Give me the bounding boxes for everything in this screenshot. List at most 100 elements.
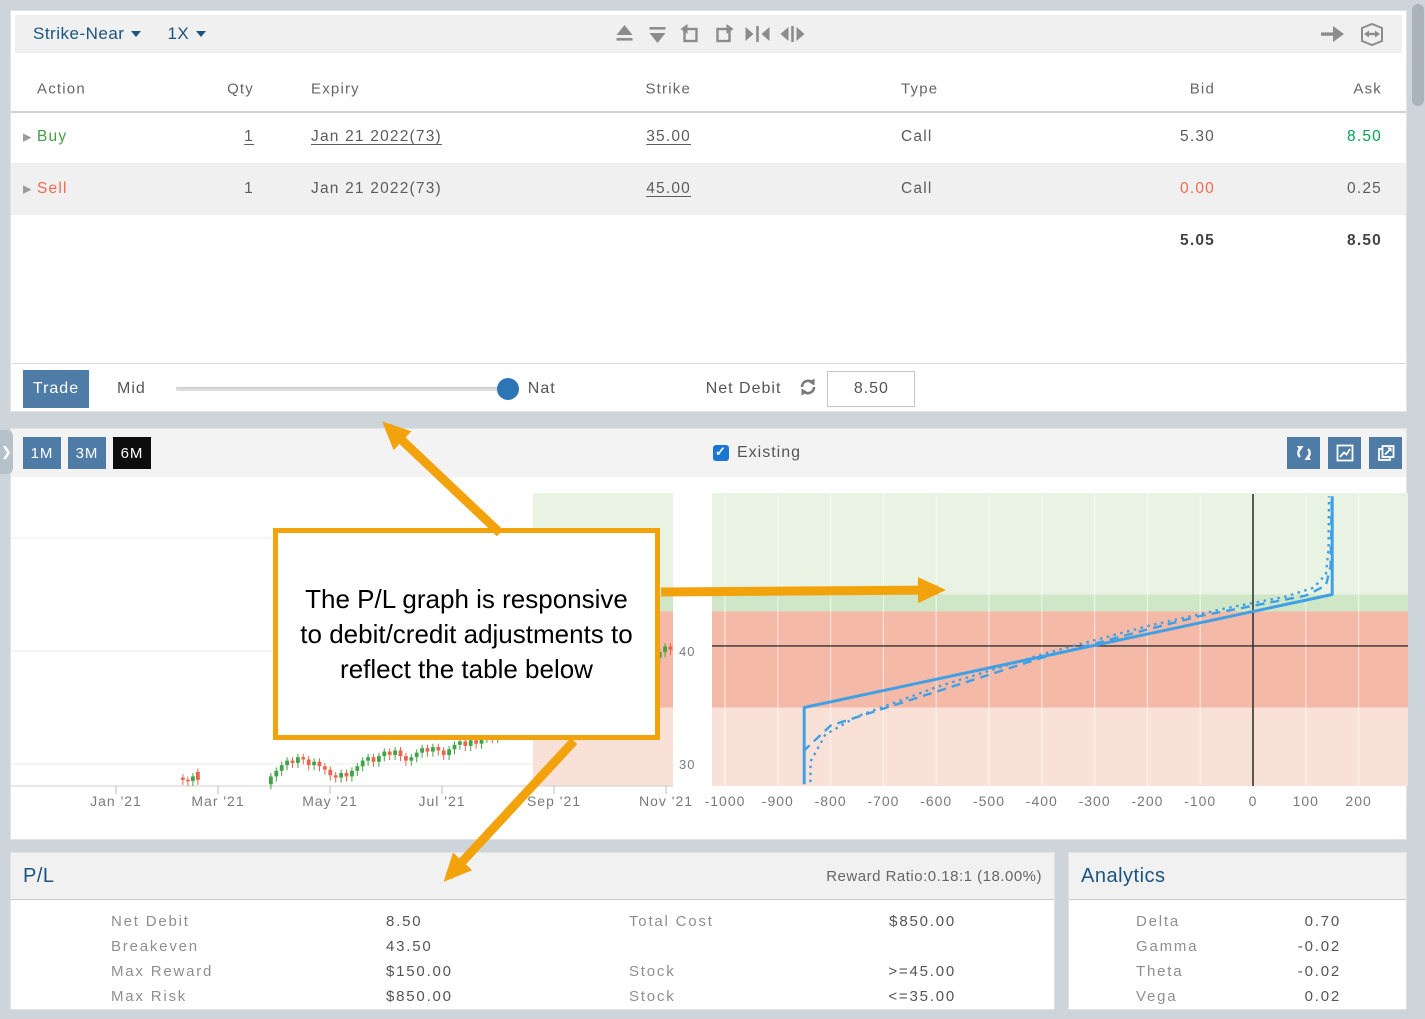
greek-label: Theta bbox=[1136, 963, 1184, 980]
reward-ratio: Reward Ratio:0.18:1 (18.00%) bbox=[826, 868, 1042, 885]
analytics-panel-header: Analytics bbox=[1069, 853, 1406, 900]
action-cell[interactable]: Buy bbox=[37, 128, 68, 145]
sidebar-expand-tab[interactable]: ❯ bbox=[0, 430, 13, 474]
stat-row: Max Risk $850.00 Stock <=35.00 bbox=[11, 985, 1054, 1010]
leg-row-buy[interactable]: ▶ Buy 1 Jan 21 2022(73) 35.00 Call 5.30 8.50 bbox=[11, 111, 1406, 163]
net-debit-input[interactable] bbox=[827, 371, 916, 407]
svg-text:-600: -600 bbox=[920, 793, 952, 809]
totals-row: 5.05 8.50 bbox=[11, 215, 1406, 267]
stat-value: $150.00 bbox=[386, 963, 453, 980]
multiplier-dropdown[interactable]: 1X bbox=[167, 24, 207, 44]
move-down-icon[interactable] bbox=[645, 22, 669, 46]
line-chart-icon[interactable] bbox=[1328, 437, 1361, 469]
price-and-pl-charts[interactable]: -1000 -900 -800 -700 -600 -500 -400 -300 -200 -10… bbox=[11, 481, 1408, 841]
stat-row: Max Reward $150.00 Stock >=45.00 bbox=[11, 960, 1054, 985]
move-up-icon[interactable] bbox=[612, 22, 636, 46]
svg-text:-900: -900 bbox=[762, 793, 794, 809]
svg-text:May '21: May '21 bbox=[302, 793, 358, 809]
sync-chart-icon[interactable] bbox=[1287, 437, 1320, 469]
analytics-panel: Analytics Delta 0.70 Gamma -0.02 Theta -0.02 V… bbox=[1068, 852, 1407, 1010]
order-action-icons bbox=[1318, 21, 1386, 47]
stat-value: $850.00 bbox=[386, 988, 453, 1005]
roll-left-icon[interactable] bbox=[678, 22, 702, 46]
price-slider[interactable] bbox=[175, 378, 519, 400]
svg-text:-800: -800 bbox=[815, 793, 847, 809]
type-cell: Call bbox=[901, 180, 933, 197]
strike-cell[interactable]: 35.00 bbox=[646, 128, 691, 145]
expand-caret-icon[interactable]: ▶ bbox=[23, 131, 33, 144]
svg-text:Sep '21: Sep '21 bbox=[527, 793, 581, 809]
stat-label: Total Cost bbox=[629, 913, 714, 930]
col-ask: Ask bbox=[1353, 80, 1382, 97]
existing-label: Existing bbox=[737, 444, 802, 461]
col-bid: Bid bbox=[1189, 80, 1215, 97]
narrow-strikes-icon[interactable] bbox=[779, 22, 805, 46]
stat-row: Breakeven 43.50 bbox=[11, 935, 1054, 960]
stat-row: Gamma -0.02 bbox=[1069, 935, 1406, 960]
stat-value: <=35.00 bbox=[888, 988, 956, 1005]
range-button-3m[interactable]: 3M bbox=[68, 437, 106, 469]
col-type: Type bbox=[901, 80, 939, 97]
svg-text:Nov '21: Nov '21 bbox=[639, 793, 693, 809]
range-buttons: 1M 3M 6M bbox=[11, 437, 151, 469]
greek-value: 0.70 bbox=[1304, 913, 1341, 930]
svg-text:-200: -200 bbox=[1131, 793, 1163, 809]
qty-cell: 1 bbox=[244, 180, 254, 197]
stat-label: Max Risk bbox=[111, 988, 188, 1005]
chart-action-buttons bbox=[1287, 437, 1402, 469]
send-order-icon[interactable] bbox=[1318, 22, 1346, 46]
ask-cell: 8.50 bbox=[1347, 128, 1382, 145]
trade-button[interactable]: Trade bbox=[23, 370, 89, 408]
vertical-scrollbar-thumb[interactable] bbox=[1412, 4, 1424, 106]
widen-strikes-icon[interactable] bbox=[744, 22, 770, 46]
total-ask: 8.50 bbox=[1347, 232, 1382, 249]
greek-label: Gamma bbox=[1136, 938, 1199, 955]
trade-bar: Trade Mid Nat Net Debit bbox=[11, 363, 1406, 414]
multiplier-label: 1X bbox=[167, 24, 190, 43]
existing-toggle[interactable]: Existing bbox=[713, 444, 801, 462]
stat-value: 8.50 bbox=[386, 913, 423, 930]
slider-track[interactable] bbox=[175, 387, 508, 391]
chevron-down-icon bbox=[196, 31, 207, 37]
expand-caret-icon[interactable]: ▶ bbox=[23, 183, 33, 196]
svg-text:-1000: -1000 bbox=[705, 793, 746, 809]
strike-cell[interactable]: 45.00 bbox=[646, 180, 691, 197]
legs-table-header: Action Qty Expiry Strike Type Bid Ask bbox=[11, 66, 1406, 113]
pl-summary-panel: P/L Reward Ratio:0.18:1 (18.00%) Net Deb… bbox=[10, 852, 1055, 1010]
type-cell: Call bbox=[901, 128, 933, 145]
stat-value: 43.50 bbox=[386, 938, 433, 955]
leg-row-sell[interactable]: ▶ Sell 1 Jan 21 2022(73) 45.00 Call 0.00 0.25 bbox=[11, 163, 1406, 215]
open-in-new-icon[interactable] bbox=[1369, 437, 1402, 469]
mid-label: Mid bbox=[117, 380, 146, 397]
action-cell[interactable]: Sell bbox=[37, 180, 68, 197]
greek-value: -0.02 bbox=[1297, 938, 1341, 955]
stat-value: >=45.00 bbox=[888, 963, 956, 980]
expiry-cell[interactable]: Jan 21 2022(73) bbox=[311, 128, 442, 145]
greek-value: -0.02 bbox=[1297, 963, 1341, 980]
refresh-price-icon[interactable] bbox=[797, 376, 819, 403]
bid-cell: 5.30 bbox=[1180, 128, 1215, 145]
qty-cell[interactable]: 1 bbox=[244, 128, 254, 145]
svg-text:Jul '21: Jul '21 bbox=[418, 793, 465, 809]
slider-thumb[interactable] bbox=[496, 378, 519, 400]
total-bid: 5.05 bbox=[1180, 232, 1215, 249]
range-button-1m[interactable]: 1M bbox=[23, 437, 61, 469]
pl-panel-header: P/L Reward Ratio:0.18:1 (18.00%) bbox=[11, 853, 1054, 900]
strategy-adjust-icons bbox=[612, 22, 805, 46]
range-button-6m[interactable]: 6M bbox=[113, 437, 151, 469]
stat-label: Breakeven bbox=[111, 938, 199, 955]
svg-text:-100: -100 bbox=[1184, 793, 1216, 809]
strategy-dropdown[interactable]: Strike-Near bbox=[33, 24, 142, 44]
col-strike: Strike bbox=[645, 80, 691, 97]
chevron-down-icon bbox=[131, 31, 142, 37]
col-action: Action bbox=[37, 80, 86, 97]
analytics-panel-title: Analytics bbox=[1081, 865, 1166, 887]
flip-strategy-icon[interactable] bbox=[1358, 21, 1386, 47]
stat-value: $850.00 bbox=[889, 913, 956, 930]
checkbox-checked-icon[interactable] bbox=[713, 444, 729, 461]
roll-right-icon[interactable] bbox=[711, 22, 735, 46]
bid-cell: 0.00 bbox=[1180, 180, 1215, 197]
greek-value: 0.02 bbox=[1304, 988, 1341, 1005]
